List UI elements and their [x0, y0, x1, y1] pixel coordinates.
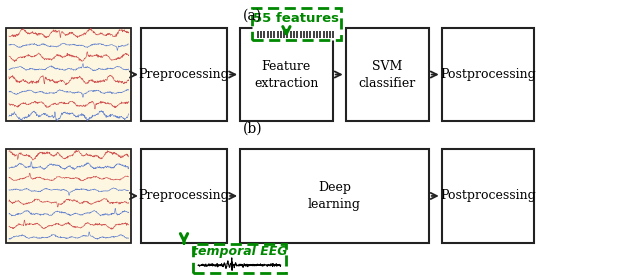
Text: Preprocessing: Preprocessing [139, 68, 229, 81]
Text: temporal EEG: temporal EEG [191, 245, 287, 258]
Bar [280, 31, 282, 38]
Bar [6, 28, 131, 121]
Bar [442, 149, 534, 243]
Bar [240, 149, 429, 243]
Bar [346, 28, 429, 121]
Bar [260, 31, 262, 38]
FancyBboxPatch shape [193, 244, 285, 273]
Text: Feature
extraction: Feature extraction [254, 60, 319, 89]
Bar [442, 28, 534, 121]
Bar [329, 31, 331, 38]
Text: (a): (a) [243, 8, 262, 22]
Bar [290, 31, 292, 38]
Bar [310, 31, 312, 38]
Bar [332, 31, 334, 38]
Bar [300, 31, 301, 38]
Bar [293, 31, 295, 38]
Bar [306, 31, 308, 38]
Text: Deep
learning: Deep learning [308, 181, 361, 211]
Bar [319, 31, 321, 38]
FancyBboxPatch shape [252, 8, 341, 40]
Text: SVM
classifier: SVM classifier [358, 60, 416, 89]
Bar [267, 31, 269, 38]
Bar [326, 31, 328, 38]
Bar [303, 31, 305, 38]
Bar [316, 31, 318, 38]
Text: Preprocessing: Preprocessing [139, 189, 229, 203]
Bar [141, 149, 227, 243]
Bar [323, 31, 324, 38]
Bar [141, 28, 227, 121]
Bar [273, 31, 275, 38]
Bar [270, 31, 272, 38]
Bar [276, 31, 278, 38]
Text: (b): (b) [243, 121, 262, 135]
Bar [240, 28, 333, 121]
Bar [287, 31, 289, 38]
Text: Postprocessing: Postprocessing [440, 189, 536, 203]
Bar [313, 31, 315, 38]
Bar [283, 31, 285, 38]
Bar [6, 149, 131, 243]
Bar [296, 31, 298, 38]
Text: Postprocessing: Postprocessing [440, 68, 536, 81]
Text: 55 features: 55 features [253, 12, 339, 25]
Bar [264, 31, 266, 38]
Bar [257, 31, 259, 38]
